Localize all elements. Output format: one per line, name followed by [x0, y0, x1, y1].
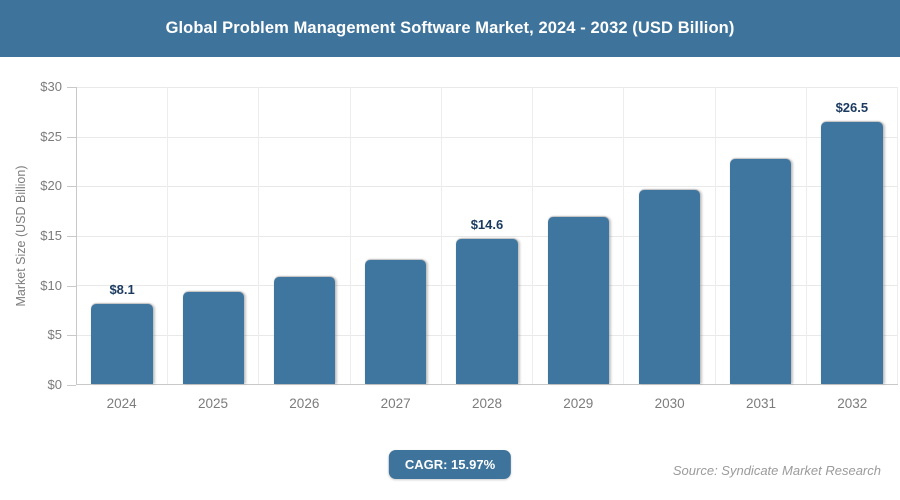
y-tick-label: $20 [40, 178, 62, 194]
bar-slot [259, 87, 351, 384]
chart-area: Market Size (USD Billion) $8.1 $14.6 $26.5… [0, 57, 900, 500]
x-tick-label: 2024 [106, 396, 137, 411]
bar-slot [624, 87, 716, 384]
title-bar: Global Problem Management Software Marke… [0, 0, 900, 57]
x-tick-label: 2025 [197, 396, 229, 411]
y-tick-label: $0 [47, 377, 62, 392]
y-tick-mark [67, 335, 76, 337]
plot-area: $8.1 $14.6 $26.5 [76, 87, 898, 385]
bar-slot [716, 87, 807, 384]
bar-value-label: $14.6 [470, 217, 504, 233]
bar-slot [351, 87, 442, 384]
x-tick-label: 2027 [380, 396, 411, 411]
y-tick-mark [67, 236, 76, 237]
bar-value-label: $26.5 [835, 99, 869, 115]
bar-2030 [638, 189, 701, 384]
bar-2026 [273, 277, 336, 384]
x-tick-label: 2026 [289, 396, 320, 411]
gridline [77, 186, 898, 187]
x-tick-label: 2032 [837, 396, 868, 411]
bar-slot [533, 87, 625, 384]
bar-2029 [547, 216, 609, 384]
bar-value-label: $8.1 [109, 281, 135, 297]
x-tick-label: 2029 [563, 396, 594, 411]
bar-slot: $14.6 [442, 87, 534, 384]
bar-slot [168, 87, 260, 384]
bar-2024 [91, 303, 153, 384]
y-tick-mark [67, 186, 76, 188]
bar-2028 [456, 239, 518, 384]
y-tick-label: $30 [40, 79, 62, 94]
chart-title: Global Problem Management Software Marke… [165, 19, 735, 37]
y-tick-label: $15 [40, 228, 62, 243]
y-tick-mark [67, 285, 76, 287]
gridline [77, 87, 898, 88]
y-tick-mark [67, 87, 76, 88]
bar-2032 [821, 121, 883, 384]
source-text: Source: Syndicate Market Research [672, 463, 881, 478]
bar-2031 [729, 159, 792, 384]
bar-slot: $8.1 [77, 87, 169, 384]
x-tick-label: 2031 [745, 396, 776, 411]
bar-2027 [365, 260, 427, 384]
y-tick-label: $5 [47, 327, 62, 343]
bar-slot: $26.5 [807, 87, 898, 384]
y-tick-label: $25 [40, 128, 62, 144]
y-tick-label: $10 [40, 277, 62, 293]
bar-2025 [182, 291, 244, 384]
y-tick-mark [67, 385, 76, 386]
y-tick-mark [67, 136, 76, 138]
x-axis-labels: 2024 2025 2026 2027 2028 2029 2030 2031 2032 [76, 396, 898, 411]
gridline [77, 235, 898, 237]
gridline [77, 136, 898, 138]
x-tick-label: 2030 [654, 396, 685, 411]
cagr-badge: CAGR: 15.97% [388, 450, 512, 479]
x-tick-label: 2028 [471, 396, 502, 411]
bar-slots: $8.1 $14.6 $26.5 [77, 87, 898, 384]
